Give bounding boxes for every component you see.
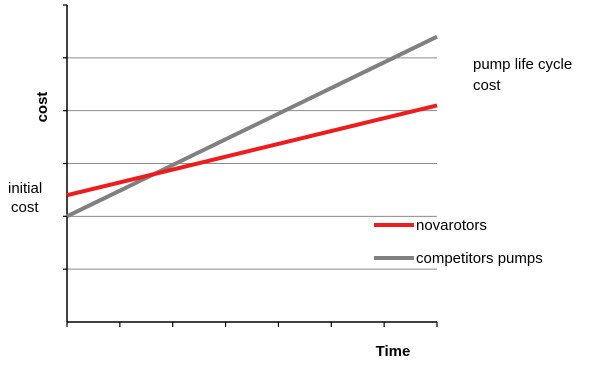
series-line-novarotors xyxy=(66,103,438,198)
initial-cost-label-line2: cost xyxy=(11,199,39,216)
legend: novarotors competitors pumps xyxy=(374,217,543,267)
x-axis-label: Time xyxy=(376,343,411,360)
axes xyxy=(63,4,438,327)
initial-cost-label-line1: initial xyxy=(8,180,42,197)
y-axis-label: cost xyxy=(34,92,51,123)
legend-label-competitors-pumps: competitors pumps xyxy=(416,250,543,267)
series-line-competitors-pumps xyxy=(66,34,438,219)
gridlines xyxy=(67,57,437,270)
series-lines xyxy=(66,34,438,219)
legend-label-novarotors: novarotors xyxy=(416,217,487,234)
life-cycle-cost-label-line1: pump life cycle xyxy=(473,56,572,73)
life-cycle-cost-label-line2: cost xyxy=(473,77,501,94)
